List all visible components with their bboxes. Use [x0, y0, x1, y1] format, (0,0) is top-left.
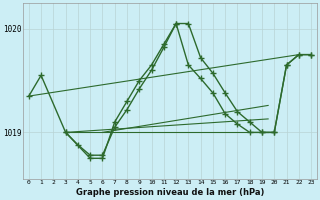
X-axis label: Graphe pression niveau de la mer (hPa): Graphe pression niveau de la mer (hPa) — [76, 188, 264, 197]
